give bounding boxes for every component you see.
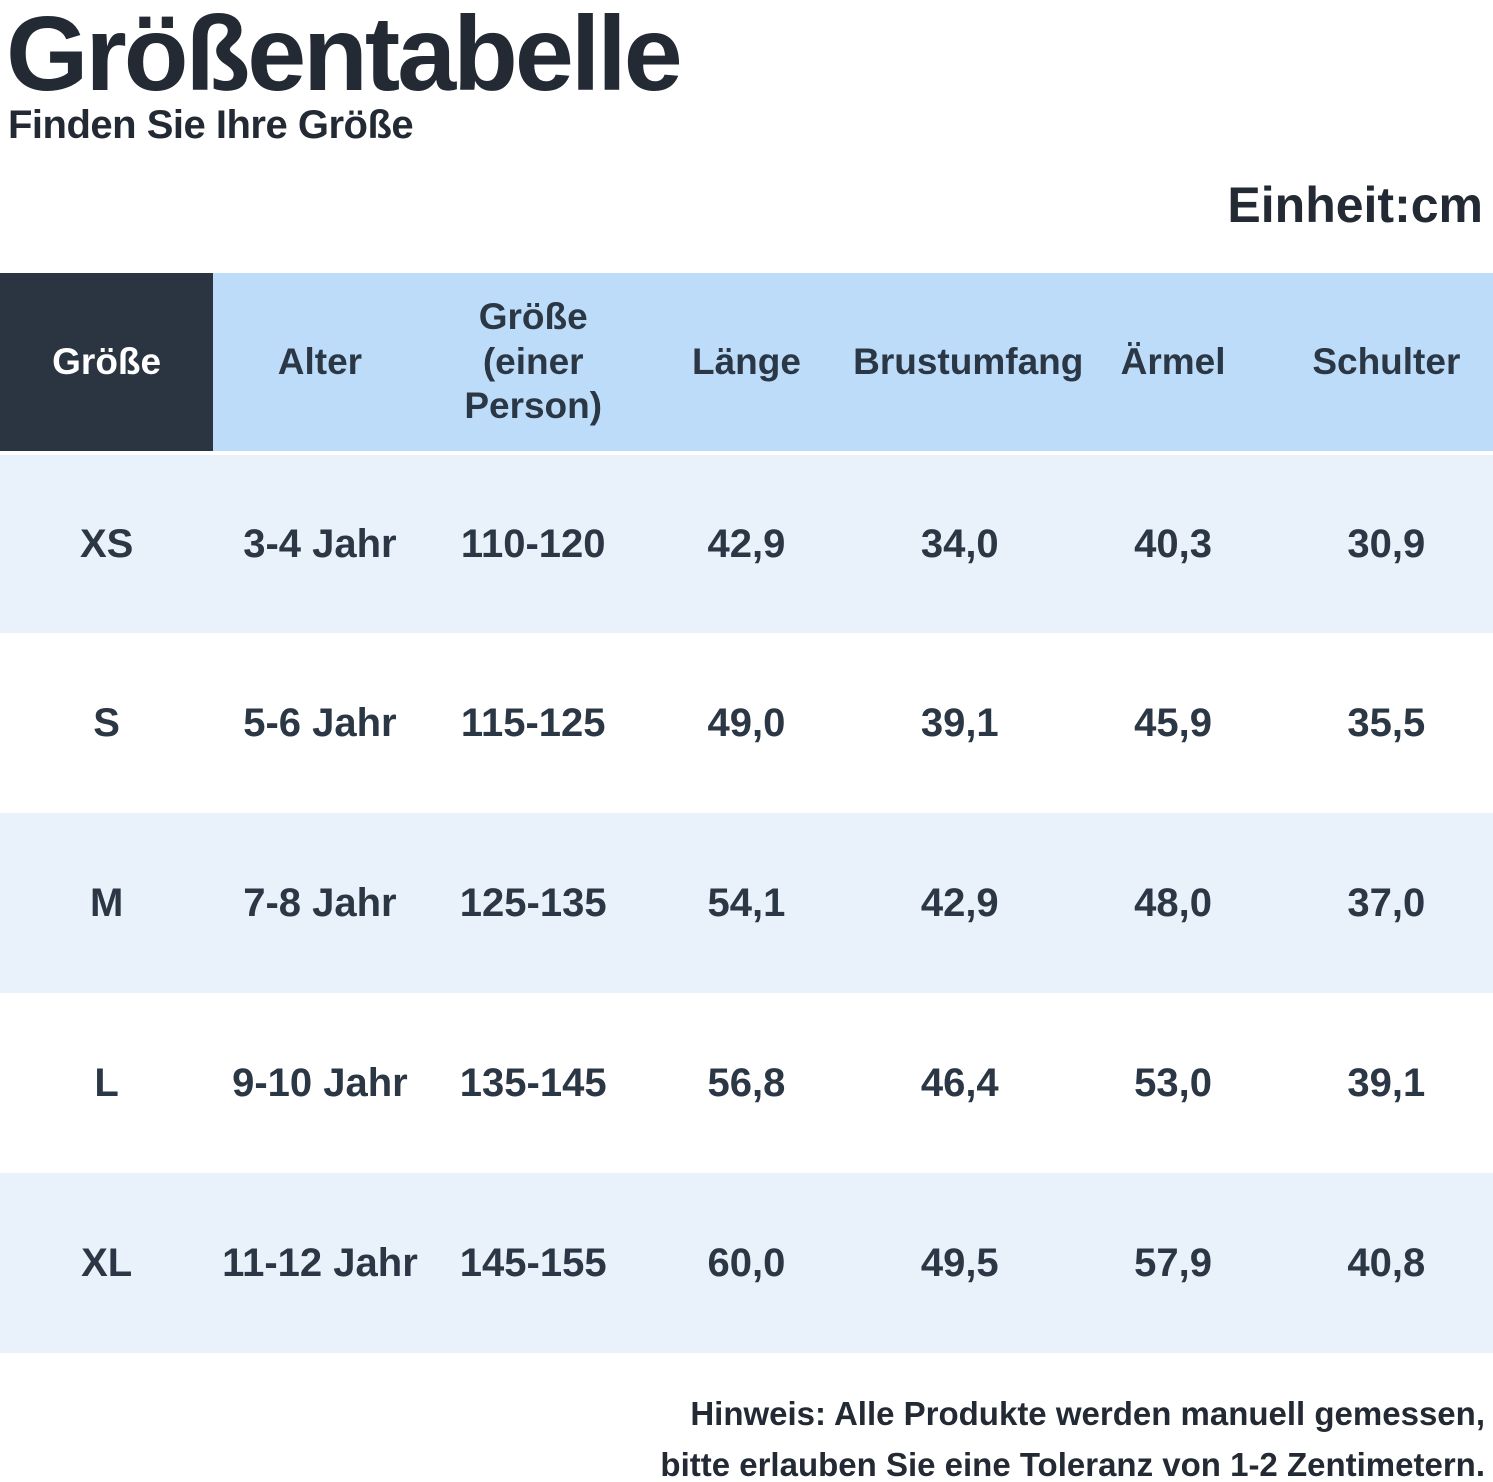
cell-aermel: 48,0 <box>1066 813 1280 993</box>
cell-alter: 5-6 Jahr <box>213 633 427 813</box>
cell-brustumfang: 34,0 <box>853 453 1067 633</box>
header-aermel: Ärmel <box>1066 273 1280 455</box>
cell-schulter: 39,1 <box>1279 993 1493 1173</box>
measurement-note-line1: Hinweis: Alle Produkte werden manuell ge… <box>690 1395 1485 1432</box>
measurement-note-line2: bitte erlauben Sie eine Toleranz von 1-2… <box>660 1446 1485 1482</box>
header-schulter: Schulter <box>1279 273 1493 455</box>
header-laenge: Länge <box>639 273 854 455</box>
cell-schulter: 35,5 <box>1279 633 1493 813</box>
cell-laenge: 60,0 <box>639 1173 854 1353</box>
table-row-xs: XS 3-4 Jahr 110-120 42,9 34,0 40,3 30,9 <box>0 453 1493 633</box>
cell-size: L <box>0 993 214 1173</box>
cell-aermel: 57,9 <box>1066 1173 1280 1353</box>
cell-alter: 7-8 Jahr <box>213 813 427 993</box>
cell-groesse-person: 145-155 <box>426 1173 640 1353</box>
cell-brustumfang: 42,9 <box>853 813 1067 993</box>
table-row-l: L 9-10 Jahr 135-145 56,8 46,4 53,0 39,1 <box>0 993 1493 1173</box>
table-row-xl: XL 11-12 Jahr 145-155 60,0 49,5 57,9 40,… <box>0 1173 1493 1353</box>
cell-groesse-person: 135-145 <box>426 993 640 1173</box>
cell-laenge: 42,9 <box>639 453 854 633</box>
cell-alter: 11-12 Jahr <box>213 1173 427 1353</box>
cell-size: XS <box>0 453 214 633</box>
unit-label: Einheit:cm <box>1227 177 1483 233</box>
cell-groesse-person: 110-120 <box>426 453 640 633</box>
cell-size: M <box>0 813 214 993</box>
cell-groesse-person: 125-135 <box>426 813 640 993</box>
cell-laenge: 49,0 <box>639 633 854 813</box>
header-alter: Alter <box>213 273 427 455</box>
table-row-m: M 7-8 Jahr 125-135 54,1 42,9 48,0 37,0 <box>0 813 1493 993</box>
table-header-row: Größe Alter Größe (einer Person) Länge B… <box>0 273 1493 455</box>
table-row-s: S 5-6 Jahr 115-125 49,0 39,1 45,9 35,5 <box>0 633 1493 813</box>
cell-schulter: 40,8 <box>1279 1173 1493 1353</box>
cell-brustumfang: 46,4 <box>853 993 1067 1173</box>
page-subtitle: Finden Sie Ihre Größe <box>8 102 414 147</box>
cell-aermel: 45,9 <box>1066 633 1280 813</box>
size-table: Größe Alter Größe (einer Person) Länge B… <box>0 273 1493 1353</box>
cell-alter: 9-10 Jahr <box>213 993 427 1173</box>
cell-schulter: 37,0 <box>1279 813 1493 993</box>
page-title: Größentabelle <box>6 0 683 113</box>
cell-size: XL <box>0 1173 214 1353</box>
cell-laenge: 56,8 <box>639 993 854 1173</box>
cell-groesse-person: 115-125 <box>426 633 640 813</box>
cell-alter: 3-4 Jahr <box>213 453 427 633</box>
cell-brustumfang: 49,5 <box>853 1173 1067 1353</box>
cell-brustumfang: 39,1 <box>853 633 1067 813</box>
cell-aermel: 53,0 <box>1066 993 1280 1173</box>
header-groesse-person: Größe (einer Person) <box>426 273 640 455</box>
measurement-note: Hinweis: Alle Produkte werden manuell ge… <box>660 1388 1485 1482</box>
cell-aermel: 40,3 <box>1066 453 1280 633</box>
header-brustumfang: Brustumfang <box>853 273 1083 455</box>
cell-size: S <box>0 633 214 813</box>
cell-schulter: 30,9 <box>1279 453 1493 633</box>
header-groesse: Größe <box>0 273 214 455</box>
cell-laenge: 54,1 <box>639 813 854 993</box>
